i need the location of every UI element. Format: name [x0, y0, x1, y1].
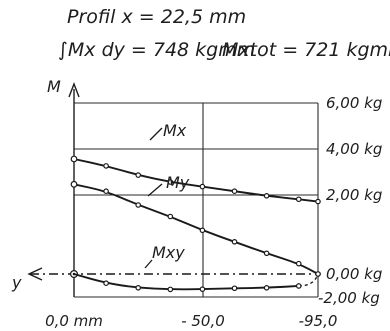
series-layer — [70, 155, 321, 293]
data-point-mx — [70, 155, 78, 163]
data-point-mx — [199, 183, 206, 190]
data-point-mxy — [315, 271, 321, 277]
y-axis-arrow — [27, 267, 43, 281]
data-point-my — [167, 213, 174, 220]
data-point-mx — [103, 163, 109, 169]
series-line-my — [73, 183, 319, 275]
data-point-mxy — [103, 280, 109, 287]
data-point-my — [231, 239, 238, 245]
y-tick-label: 6,00 kg — [326, 94, 382, 112]
x-tick-labels: 0,0 mm - 50,0 -95,0 — [45, 312, 337, 330]
grid — [74, 102, 319, 298]
series-extrapolation-mxy — [298, 273, 319, 287]
data-point-my — [199, 227, 206, 234]
y-tick-label: -2,00 kg — [318, 289, 380, 307]
series-label-my: My — [166, 173, 190, 192]
x-tick-label: 0,0 mm — [45, 312, 103, 330]
series-label-mxy: Mxy — [152, 243, 185, 262]
y-tick-labels: 6,00 kg 4,00 kg 2,00 kg 0,00 kg -2,00 kg — [318, 94, 382, 307]
data-point-mx — [167, 179, 174, 185]
data-point-my — [263, 250, 270, 257]
m-axis-label: M — [47, 77, 61, 96]
data-point-mxy — [295, 283, 302, 289]
data-point-my — [70, 180, 78, 188]
data-point-mxy — [167, 286, 174, 293]
y-axis-label: y — [11, 273, 22, 292]
x-tick-label: -95,0 — [299, 312, 338, 330]
data-point-mx — [231, 188, 238, 195]
data-point-my — [103, 188, 109, 195]
series-label-mx: Mx — [163, 121, 187, 140]
data-point-my — [295, 260, 302, 267]
mx-leader — [149, 127, 163, 141]
profile-title: Profil x = 22,5 mm — [67, 6, 246, 28]
integral-label: ∫Mx dy = 748 kgmm — [58, 39, 255, 61]
data-point-mx — [135, 172, 142, 178]
data-point-mx — [295, 196, 302, 203]
data-point-mxy — [263, 284, 270, 291]
data-point-my — [135, 202, 142, 208]
m-axis-arrow — [68, 82, 80, 98]
data-point-mxy — [199, 286, 206, 292]
mxy-leader — [144, 259, 153, 269]
y-tick-label: 2,00 kg — [326, 186, 382, 204]
data-point-mxy — [231, 285, 238, 292]
data-point-mxy — [135, 284, 142, 291]
y-tick-label: 4,00 kg — [326, 140, 382, 158]
data-point-mx — [315, 198, 321, 205]
x-tick-label: - 50,0 — [181, 312, 225, 330]
series-line-mx — [73, 158, 319, 203]
mx-total-label: Mxtot = 721 kgmm — [222, 39, 390, 61]
y-tick-label: 0,00 kg — [326, 265, 382, 283]
data-point-mx — [263, 193, 270, 199]
my-leader — [147, 183, 163, 197]
